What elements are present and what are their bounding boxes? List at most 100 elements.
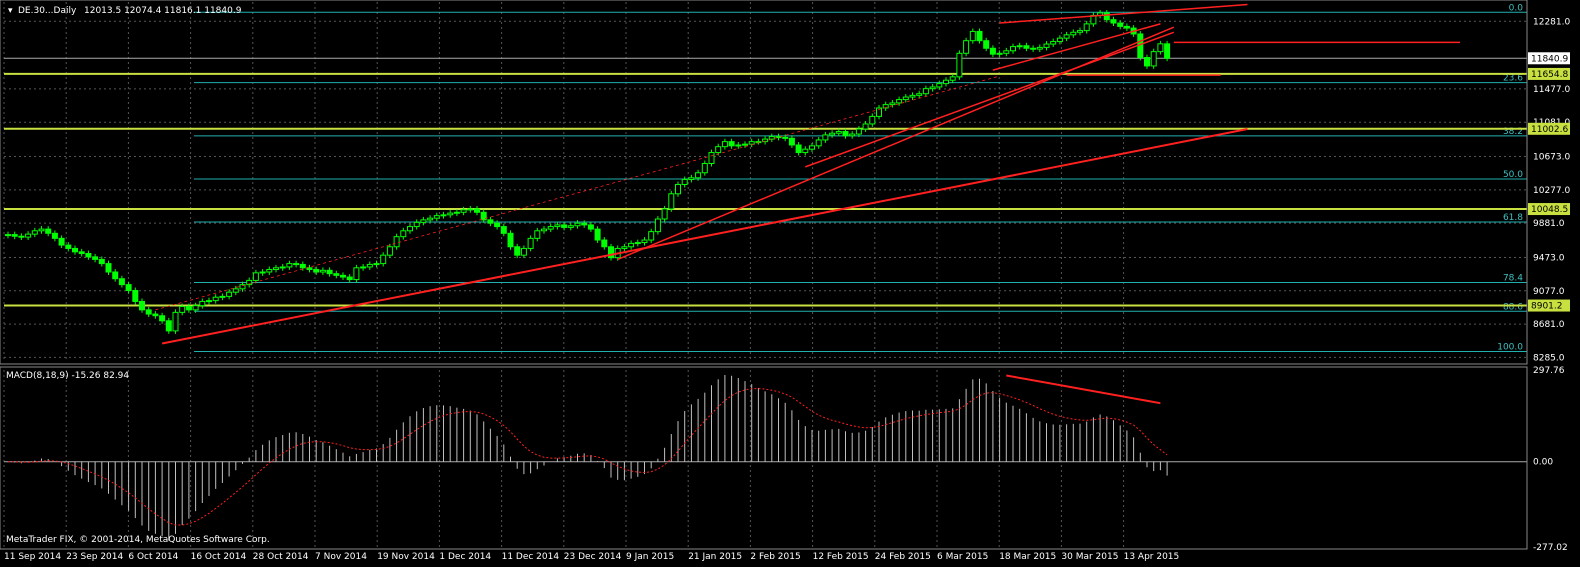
level-price-label: 10048.5 bbox=[1531, 205, 1568, 215]
candle-body bbox=[936, 83, 943, 88]
candle-body bbox=[1150, 51, 1157, 67]
candle-body bbox=[902, 96, 909, 101]
candle-body bbox=[735, 144, 742, 147]
candle-body bbox=[742, 143, 748, 146]
macd-axis-label: 0.00 bbox=[1533, 458, 1553, 468]
candle-body bbox=[460, 209, 467, 213]
candle-body bbox=[1077, 30, 1083, 33]
candle-body bbox=[25, 233, 32, 238]
candle-body bbox=[574, 222, 581, 227]
candle-body bbox=[380, 254, 387, 265]
candle-body bbox=[373, 263, 380, 266]
candle-body bbox=[152, 313, 159, 317]
candle-body bbox=[621, 246, 628, 249]
candle-body bbox=[554, 224, 561, 228]
candle-body bbox=[1003, 50, 1010, 54]
candle-body bbox=[1070, 31, 1077, 36]
symbol-icon: ▾ bbox=[8, 6, 13, 16]
candle-body bbox=[534, 230, 541, 239]
candle-body bbox=[386, 246, 393, 256]
level-price-box bbox=[1528, 122, 1570, 135]
macd-title: MACD(8,18,9) -15.26 82.94 bbox=[6, 371, 129, 381]
candle-body bbox=[1036, 46, 1043, 50]
candle-body bbox=[1063, 34, 1070, 39]
candle-body bbox=[1030, 47, 1037, 50]
price-axis-label: 9473.0 bbox=[1533, 253, 1565, 263]
candle-body bbox=[675, 184, 681, 195]
price-axis-label: 8285.0 bbox=[1533, 353, 1565, 363]
candle-body bbox=[896, 99, 903, 104]
copyright-text: MetaTrader FIX, © 2001-2014, MetaQuotes … bbox=[6, 535, 270, 545]
candle-body bbox=[829, 132, 836, 136]
trendlines bbox=[155, 3, 1460, 345]
candle-body bbox=[212, 296, 219, 302]
time-axis-label: 11 Dec 2014 bbox=[502, 552, 560, 562]
current-price-box bbox=[1528, 52, 1570, 65]
candle-body bbox=[1123, 25, 1130, 29]
candle-body bbox=[795, 144, 802, 154]
candle-body bbox=[788, 137, 795, 146]
time-axis-label: 2 Feb 2015 bbox=[750, 552, 800, 562]
time-axis-label: 11 Sep 2014 bbox=[4, 552, 61, 562]
candle-body bbox=[1157, 43, 1164, 53]
candle-body bbox=[172, 311, 179, 332]
level-price-box bbox=[1528, 203, 1570, 216]
time-axis-label: 9 Jan 2015 bbox=[626, 552, 674, 562]
fib-level-label: 0.0 bbox=[1509, 3, 1524, 13]
macd-panel-border bbox=[0, 366, 1528, 550]
candle-body bbox=[480, 211, 487, 221]
candle-body bbox=[319, 269, 326, 273]
candle-body bbox=[206, 300, 212, 303]
time-axis-label: 6 Oct 2014 bbox=[128, 552, 178, 562]
candle-body bbox=[648, 231, 655, 241]
candle-body bbox=[916, 93, 923, 96]
candle-body bbox=[252, 272, 259, 281]
candle-body bbox=[668, 193, 675, 210]
candle-body bbox=[467, 208, 474, 211]
candle-body bbox=[514, 246, 521, 256]
candle-body bbox=[969, 30, 976, 42]
candle-body bbox=[581, 222, 588, 226]
candle-body bbox=[366, 263, 373, 268]
candle-body bbox=[688, 177, 695, 180]
time-axis-label: 28 Oct 2014 bbox=[253, 552, 309, 562]
time-axis-label: 16 Oct 2014 bbox=[191, 552, 247, 562]
candle-body bbox=[306, 267, 313, 270]
candle-body bbox=[929, 86, 936, 90]
candle-body bbox=[192, 305, 199, 311]
candle-body bbox=[1050, 41, 1057, 45]
macd-signal-line bbox=[7, 388, 1168, 526]
candle-body bbox=[956, 52, 963, 78]
chart-symbol-title: DE.30...Daily bbox=[18, 6, 77, 16]
candle-body bbox=[219, 295, 226, 298]
candle-body bbox=[279, 266, 286, 269]
candle-body bbox=[701, 162, 708, 174]
candle-body bbox=[360, 266, 367, 269]
candle-body bbox=[353, 267, 360, 281]
candle-body bbox=[500, 226, 507, 234]
candle-body bbox=[11, 234, 18, 237]
candle-body bbox=[58, 237, 65, 246]
candle-body bbox=[326, 269, 333, 275]
candle-body bbox=[1103, 12, 1110, 21]
candle-body bbox=[996, 52, 1003, 55]
candle-body bbox=[909, 94, 916, 98]
candle-body bbox=[1043, 43, 1050, 48]
candle-body bbox=[112, 271, 119, 280]
candle-body bbox=[728, 141, 735, 147]
time-axis-label: 13 Apr 2015 bbox=[1124, 552, 1180, 562]
fib-level-label: 88.6 bbox=[1503, 302, 1523, 312]
candle-body bbox=[922, 88, 929, 95]
candle-body bbox=[601, 239, 608, 248]
candle-body bbox=[440, 214, 447, 217]
candle-body bbox=[333, 273, 340, 276]
candle-body bbox=[748, 141, 755, 145]
candle-body bbox=[1023, 45, 1030, 49]
main-panel-border bbox=[0, 0, 1528, 365]
candle-body bbox=[185, 305, 192, 311]
candle-body bbox=[721, 141, 728, 148]
price-axis-label: 10277.0 bbox=[1533, 186, 1570, 196]
candle-body bbox=[92, 256, 99, 260]
candle-body bbox=[608, 246, 614, 259]
